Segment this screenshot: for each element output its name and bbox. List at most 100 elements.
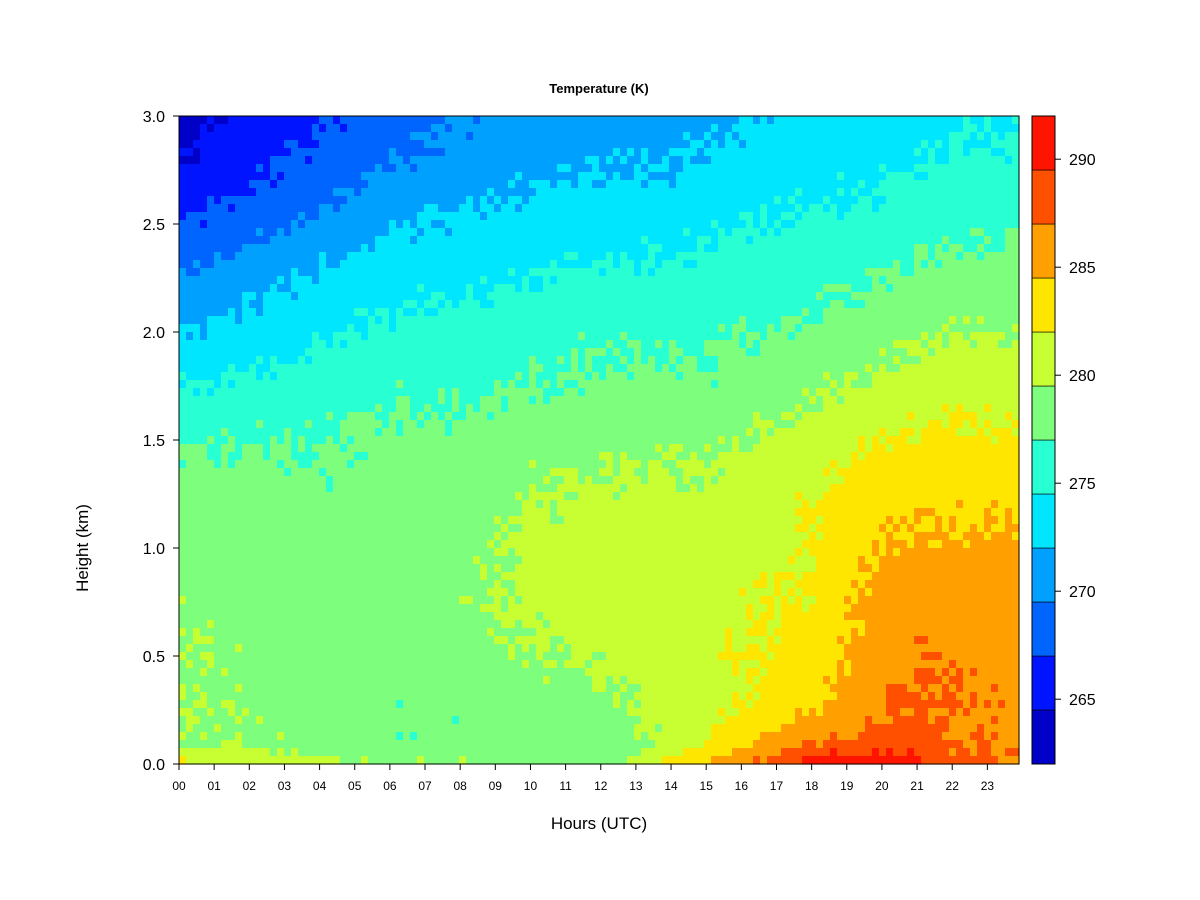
heatmap-cell [361, 308, 369, 317]
heatmap-cell [760, 356, 768, 365]
heatmap-cell [599, 116, 607, 125]
heatmap-cell [858, 164, 866, 173]
heatmap-cell [270, 420, 278, 429]
heatmap-cell [445, 116, 453, 125]
heatmap-cell [452, 244, 460, 253]
heatmap-cell [900, 436, 908, 445]
heatmap-cell [788, 252, 796, 261]
heatmap-cell [921, 356, 929, 365]
heatmap-cell [382, 292, 390, 301]
heatmap-cell [186, 164, 194, 173]
heatmap-cell [921, 236, 929, 245]
heatmap-cell [354, 388, 362, 397]
heatmap-cell [606, 428, 614, 437]
heatmap-cell [732, 404, 740, 413]
heatmap-cell [697, 388, 705, 397]
heatmap-cell [1012, 324, 1020, 333]
heatmap-cell [389, 140, 397, 149]
heatmap-cell [508, 412, 516, 421]
heatmap-cell [977, 388, 985, 397]
heatmap-cell [375, 396, 383, 405]
heatmap-cell [452, 276, 460, 285]
heatmap-cell [690, 340, 698, 349]
heatmap-cell [312, 252, 320, 261]
heatmap-cell [396, 244, 404, 253]
heatmap-cell [424, 404, 432, 413]
heatmap-cell [438, 284, 446, 293]
heatmap-cell [438, 252, 446, 261]
heatmap-cell [886, 284, 894, 293]
heatmap-cell [466, 260, 474, 269]
heatmap-cell [522, 276, 530, 285]
heatmap-cell [669, 244, 677, 253]
heatmap-cell [942, 316, 950, 325]
heatmap-cell [193, 332, 201, 341]
heatmap-cell [606, 348, 614, 357]
heatmap-cell [571, 268, 579, 277]
heatmap-cell [445, 148, 453, 157]
heatmap-cell [998, 340, 1006, 349]
heatmap-cell [956, 148, 964, 157]
heatmap-cell [739, 428, 747, 437]
heatmap-cell [893, 196, 901, 205]
heatmap-cell [613, 292, 621, 301]
heatmap-cell [697, 188, 705, 197]
heatmap-cell [368, 324, 376, 333]
heatmap-cell [578, 132, 586, 141]
heatmap-cell [221, 116, 229, 125]
heatmap-cell [753, 292, 761, 301]
heatmap-cell [438, 244, 446, 253]
heatmap-cell [865, 308, 873, 317]
heatmap-cell [865, 116, 873, 125]
heatmap-cell [886, 132, 894, 141]
heatmap-cell [200, 300, 208, 309]
heatmap-cell [193, 436, 201, 445]
heatmap-cell [760, 244, 768, 253]
heatmap-cell [970, 204, 978, 213]
heatmap-cell [998, 276, 1006, 285]
heatmap-cell [270, 396, 278, 405]
heatmap-cell [543, 220, 551, 229]
heatmap-cell [207, 212, 215, 221]
heatmap-cell [781, 364, 789, 373]
heatmap-cell [382, 148, 390, 157]
heatmap-cell [998, 204, 1006, 213]
heatmap-cell [718, 292, 726, 301]
heatmap-cell [977, 140, 985, 149]
heatmap-cell [515, 172, 523, 181]
heatmap-cell [837, 132, 845, 141]
heatmap-cell [592, 228, 600, 237]
heatmap-cell [242, 324, 250, 333]
heatmap-cell [557, 204, 565, 213]
heatmap-cell [242, 284, 250, 293]
heatmap-cell [718, 188, 726, 197]
heatmap-cell [186, 404, 194, 413]
heatmap-cell [942, 308, 950, 317]
heatmap-cell [319, 372, 327, 381]
heatmap-cell [557, 444, 565, 453]
heatmap-cell [907, 316, 915, 325]
heatmap-cell [403, 444, 411, 453]
heatmap-cell [823, 292, 831, 301]
heatmap-cell [886, 300, 894, 309]
heatmap-cell [928, 324, 936, 333]
heatmap-cell [963, 172, 971, 181]
heatmap-cell [340, 316, 348, 325]
heatmap-cell [424, 204, 432, 213]
heatmap-cell [921, 300, 929, 309]
heatmap-cell [592, 180, 600, 189]
heatmap-cell [284, 124, 292, 133]
heatmap-cell [662, 204, 670, 213]
heatmap-cell [298, 196, 306, 205]
heatmap-cell [431, 308, 439, 317]
heatmap-cell [641, 220, 649, 229]
heatmap-cell [620, 332, 628, 341]
heatmap-cell [571, 404, 579, 413]
heatmap-cell [928, 220, 936, 229]
heatmap-cell [704, 140, 712, 149]
heatmap-cell [830, 412, 838, 421]
heatmap-cell [501, 196, 509, 205]
heatmap-cell [298, 228, 306, 237]
heatmap-cell [732, 260, 740, 269]
heatmap-cell [935, 380, 943, 389]
